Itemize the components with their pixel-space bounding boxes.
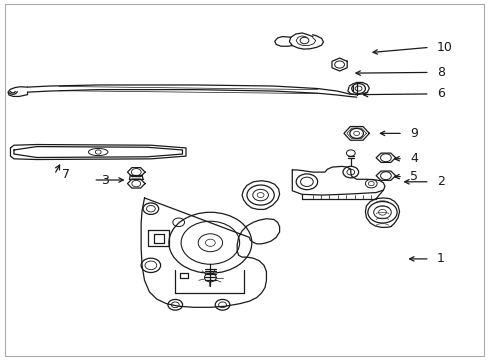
Text: 3: 3 [101, 174, 108, 186]
Text: 9: 9 [409, 127, 417, 140]
Text: 8: 8 [436, 66, 444, 79]
Text: 7: 7 [61, 168, 69, 181]
Text: 1: 1 [436, 252, 444, 265]
Text: 5: 5 [409, 170, 417, 183]
Text: 6: 6 [436, 87, 444, 100]
Text: 2: 2 [436, 175, 444, 188]
Text: 4: 4 [409, 152, 417, 165]
Text: 10: 10 [436, 41, 452, 54]
